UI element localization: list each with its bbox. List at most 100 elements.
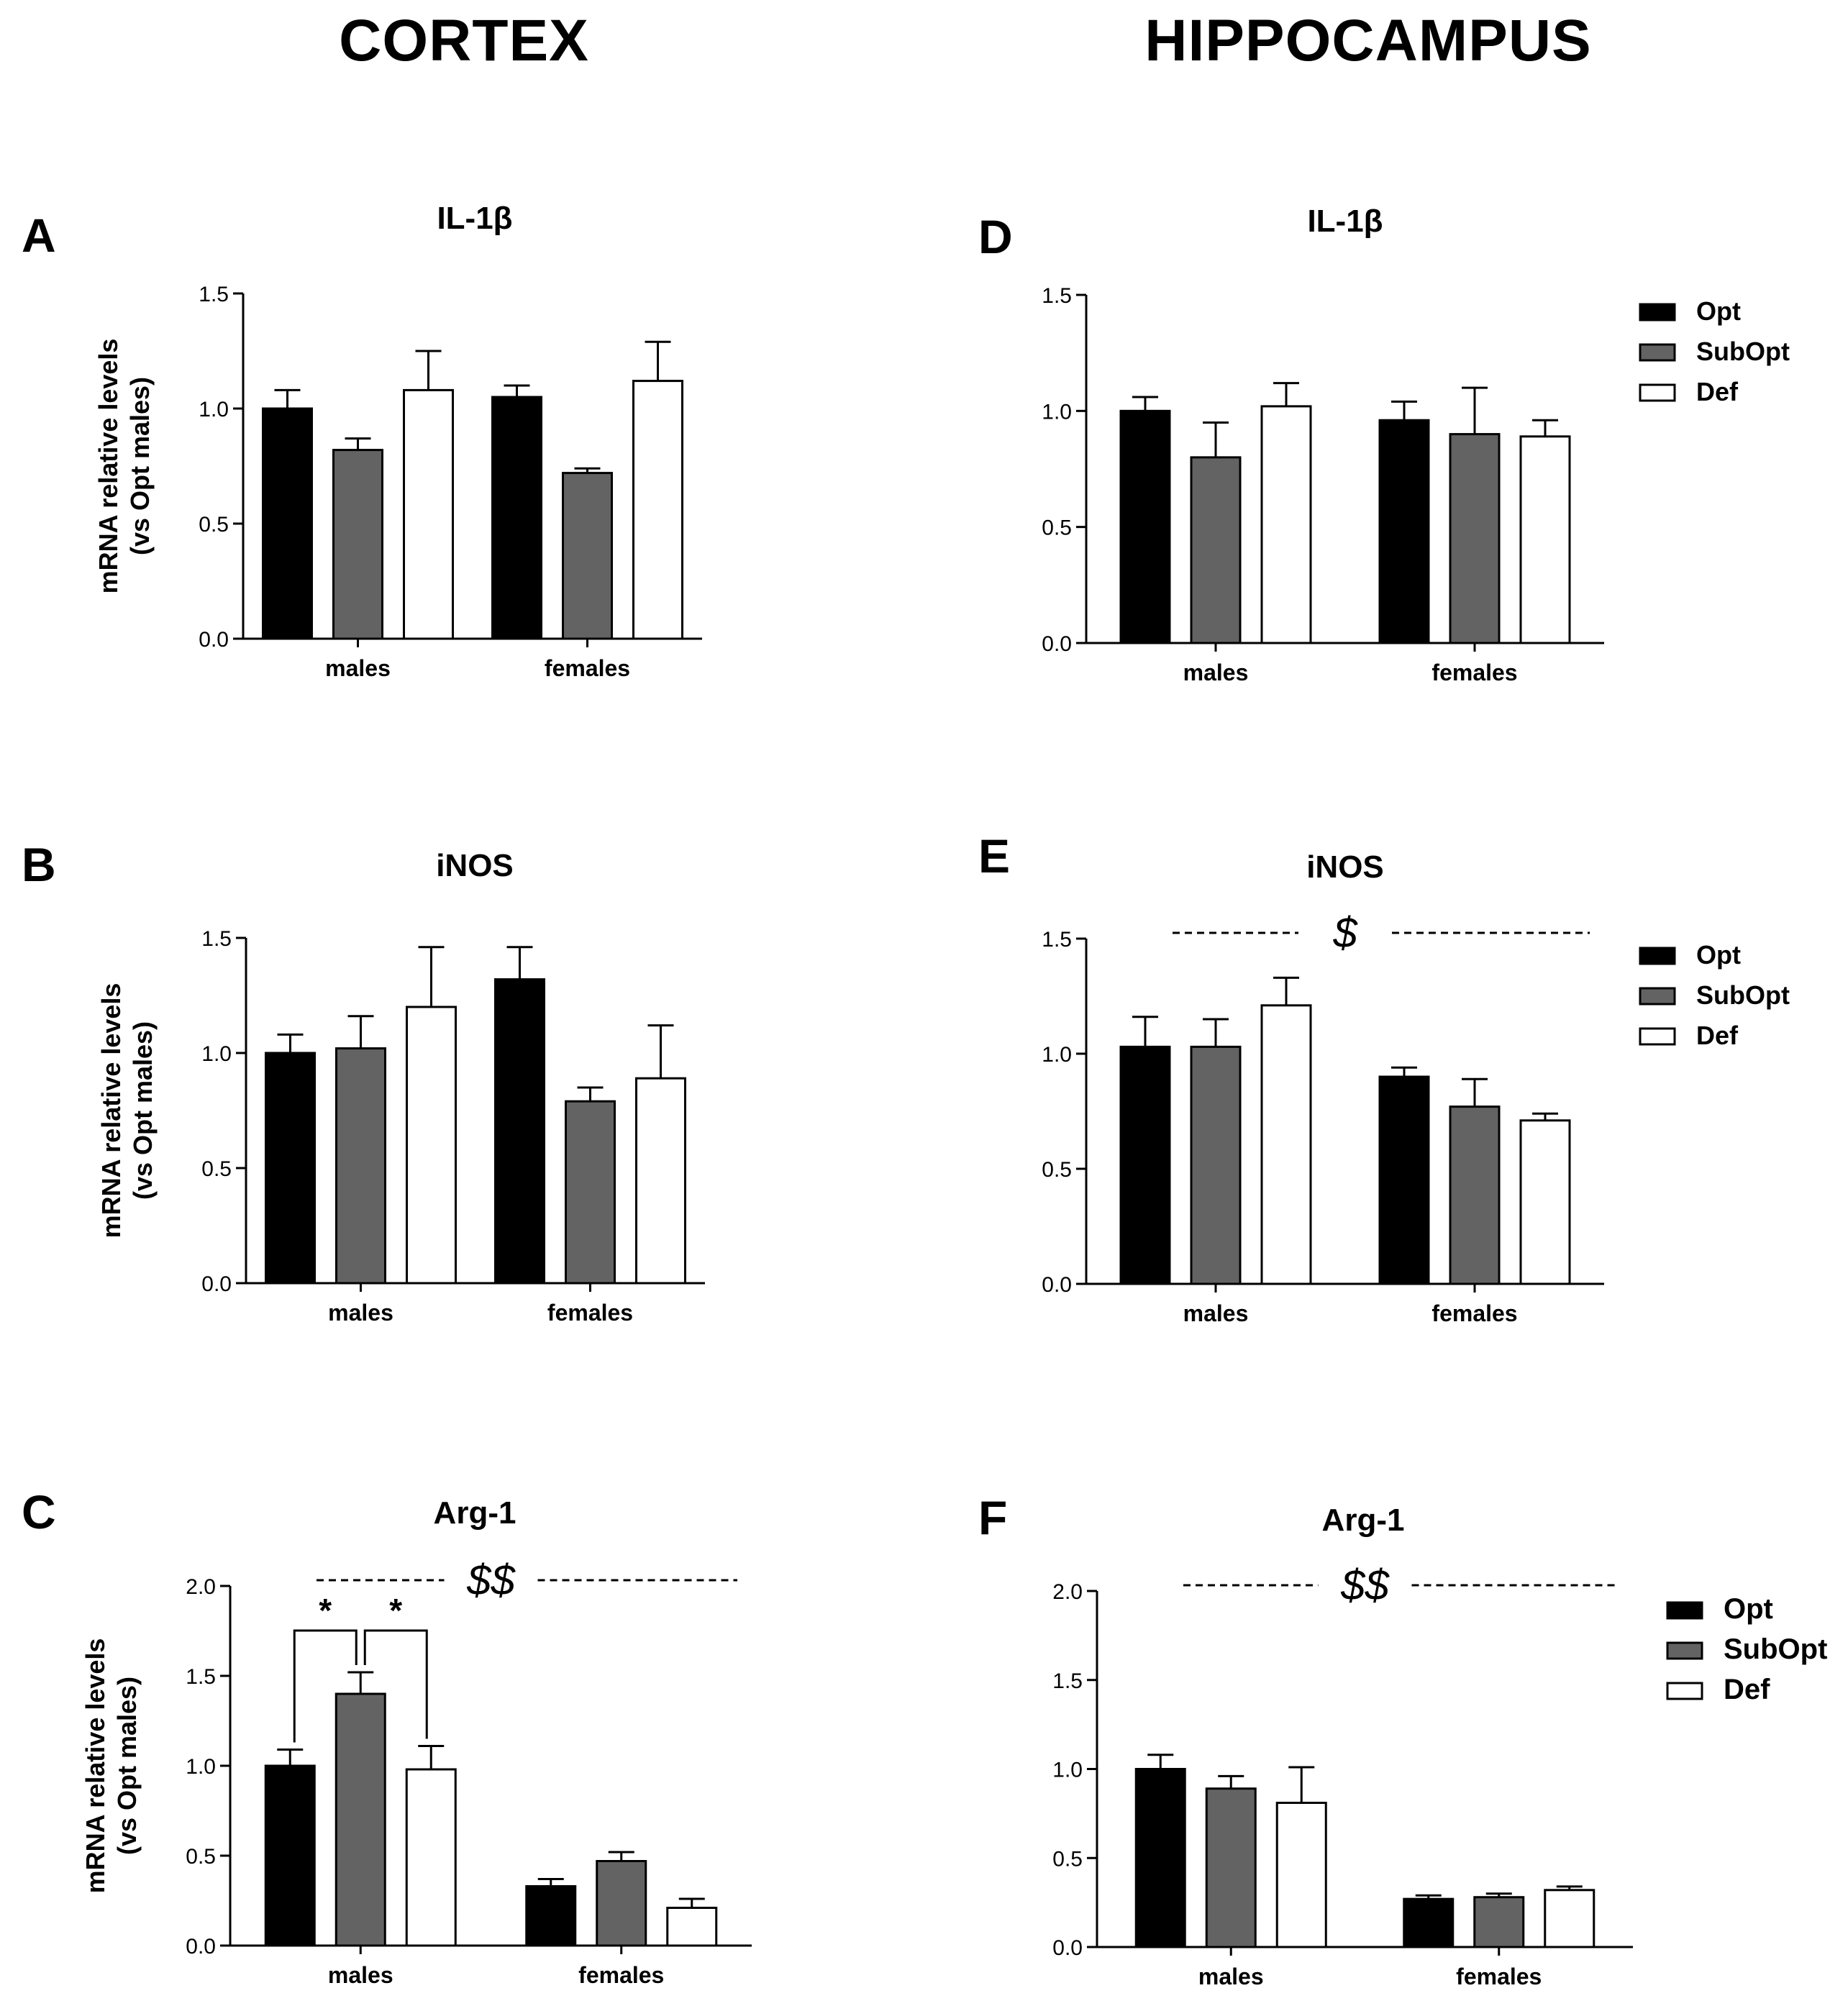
y-axis-label-line1: mRNA relative levels (81, 1638, 110, 1894)
legend-swatch-def (1666, 1682, 1703, 1700)
bar-opt-females (1378, 419, 1430, 644)
bar-def-females (666, 1907, 718, 1947)
x-tick-label: females (1431, 660, 1517, 685)
x-tick-label: males (325, 655, 391, 681)
y-tick-label: 0.0 (199, 628, 229, 652)
x-tick-label: males (328, 1962, 393, 1988)
bar-subopt-females (1473, 1896, 1525, 1948)
y-tick-label: 0.0 (201, 1272, 232, 1296)
bar-subopt-males (332, 449, 383, 640)
legend-label-opt: Opt (1724, 1593, 1773, 1625)
y-tick-label: 1.5 (1052, 1669, 1083, 1693)
bar-subopt-males (335, 1047, 386, 1285)
panel-letter: E (978, 829, 1010, 883)
significance-bracket (363, 1629, 428, 1739)
bar-opt-females (1378, 1075, 1430, 1285)
legend-swatch-opt (1666, 1601, 1703, 1620)
chart-title: IL-1β (437, 201, 512, 236)
y-axis-label: mRNA relative levels(vs Opt males) (81, 1638, 142, 1894)
y-tick-label: 2.0 (1052, 1580, 1083, 1604)
bar-opt-males (264, 1764, 316, 1947)
bar-opt-males (1134, 1768, 1186, 1948)
bar-subopt-females (596, 1860, 647, 1947)
bar-def-females (1544, 1889, 1596, 1948)
bar-def-males (1260, 405, 1312, 644)
bar-opt-males (1119, 1045, 1171, 1285)
y-tick-label: 0.0 (186, 1935, 216, 1959)
bar-subopt-males (334, 1692, 386, 1947)
legend-label-def: Def (1696, 1021, 1739, 1050)
x-tick-label: females (578, 1962, 664, 1988)
y-tick-label: 1.0 (1052, 1759, 1083, 1782)
x-tick-label: males (328, 1300, 393, 1326)
legend-label-subopt: SubOpt (1724, 1633, 1827, 1665)
x-tick-label: males (1198, 1964, 1264, 1989)
chart-panel-C: C Arg-1 mRNA relative levels(vs Opt males)… (22, 1485, 752, 1988)
y-tick-label: 1.5 (201, 927, 232, 951)
y-tick-label: 1.5 (1042, 928, 1072, 952)
panel-letter: F (978, 1491, 1007, 1544)
bar-opt-females (491, 396, 542, 640)
bar-def-males (1275, 1802, 1327, 1948)
y-tick-label: 1.0 (1042, 400, 1072, 424)
bar-def-females (1519, 1119, 1571, 1285)
x-tick-label: males (1183, 1300, 1249, 1326)
x-tick-label: females (547, 1300, 633, 1326)
legend-swatch-subopt (1666, 1641, 1703, 1660)
y-tick-label: 0.5 (1042, 516, 1072, 540)
y-tick-label: 0.0 (1052, 1936, 1083, 1960)
sex-effect-symbol: $ (1332, 908, 1358, 957)
y-tick-label: 1.0 (201, 1042, 232, 1066)
bar-opt-males (262, 407, 313, 640)
y-tick-label: 0.5 (201, 1157, 232, 1181)
x-tick-label: females (1456, 1964, 1542, 1989)
y-tick-label: 1.0 (1042, 1043, 1072, 1067)
bar-opt-females (525, 1885, 577, 1947)
y-axis-label-line1: mRNA relative levels (96, 983, 126, 1239)
sex-effect-symbol: $$ (466, 1556, 516, 1604)
bar-opt-males (265, 1052, 316, 1285)
legend-label-opt: Opt (1696, 296, 1741, 326)
chart-panel-D: D IL-1β 0.0 0.5 1.0 1.5 males females Opt SubOpt D… (978, 204, 1790, 685)
sex-effect-symbol: $$ (1340, 1561, 1390, 1609)
significance-star: * (319, 1592, 332, 1629)
y-tick-label: 0.5 (199, 513, 229, 537)
x-tick-label: females (1431, 1300, 1517, 1326)
bar-def-males (405, 1768, 457, 1947)
y-tick-label: 1.0 (186, 1755, 216, 1779)
bar-subopt-females (1449, 1105, 1501, 1285)
legend: Opt SubOpt Def (1666, 1593, 1827, 1705)
y-tick-label: 1.5 (1042, 284, 1072, 308)
chart-title: iNOS (1306, 849, 1384, 885)
bar-def-females (1519, 435, 1571, 644)
y-tick-label: 1.5 (186, 1665, 216, 1689)
legend: Opt SubOpt Def (1639, 940, 1790, 1050)
significance-bracket (293, 1629, 358, 1743)
legend-swatch-opt (1639, 947, 1676, 965)
x-tick-label: males (1183, 660, 1249, 685)
panel-letter: D (978, 210, 1013, 263)
y-tick-label: 0.0 (1042, 632, 1072, 656)
bar-def-females (632, 380, 683, 640)
bar-def-males (403, 388, 454, 640)
bar-subopt-females (562, 472, 613, 640)
legend-label-def: Def (1724, 1674, 1770, 1705)
y-axis-label-line2: (vs Opt males) (112, 1677, 142, 1855)
y-tick-label: 1.5 (199, 283, 229, 306)
significance-star: * (389, 1592, 402, 1629)
legend-label-subopt: SubOpt (1696, 337, 1790, 366)
y-tick-label: 0.5 (186, 1845, 216, 1869)
column-title-cortex: CORTEX (339, 8, 589, 73)
bar-subopt-males (1190, 456, 1242, 644)
chart-title: Arg-1 (434, 1495, 516, 1531)
legend-swatch-def (1639, 383, 1676, 402)
chart-panel-A: A IL-1β mRNA relative levels(vs Opt males)… (22, 201, 702, 681)
y-axis-label-line2: (vs Opt males) (128, 1021, 158, 1200)
y-tick-label: 0.0 (1042, 1273, 1072, 1297)
legend: Opt SubOpt Def (1639, 296, 1790, 406)
y-tick-label: 0.5 (1052, 1847, 1083, 1871)
bar-opt-females (1403, 1897, 1455, 1948)
bar-subopt-males (1190, 1045, 1242, 1285)
